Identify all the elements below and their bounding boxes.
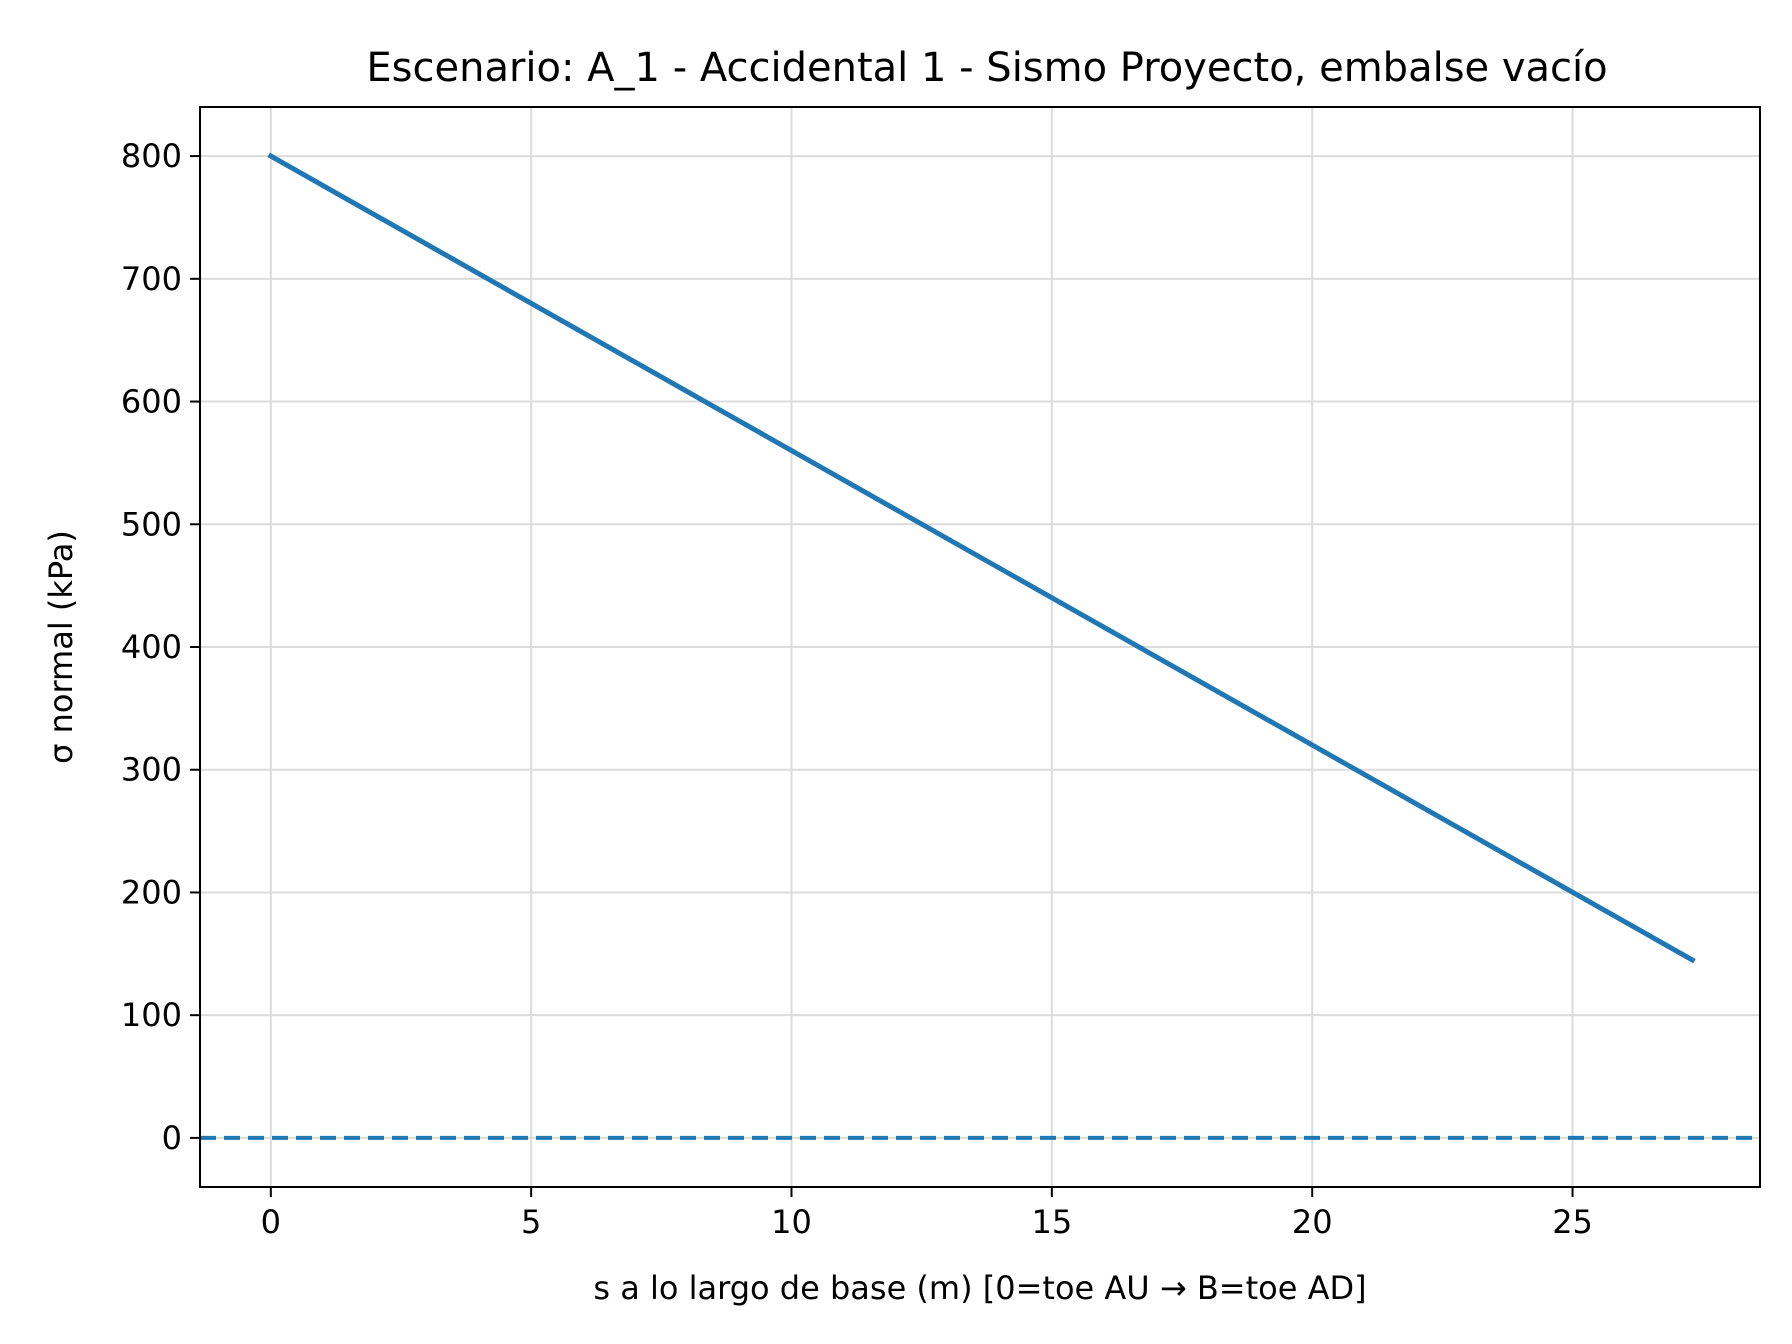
y-tick-label: 700 <box>121 260 182 298</box>
x-tick-label: 15 <box>1031 1203 1072 1241</box>
chart-title: Escenario: A_1 - Accidental 1 - Sismo Pr… <box>366 45 1607 91</box>
x-tick-label: 25 <box>1552 1203 1593 1241</box>
y-axis-label: σ normal (kPa) <box>42 530 80 764</box>
y-tick-label: 400 <box>121 628 182 666</box>
y-tick-label: 200 <box>121 873 182 911</box>
y-tick-label: 0 <box>162 1119 182 1157</box>
sigma-normal-line <box>267 152 1696 964</box>
x-axis-ticks: 0 5 10 15 20 25 <box>261 1187 1593 1241</box>
x-axis-label: s a lo largo de base (m) [0=toe AU → B=t… <box>593 1269 1366 1307</box>
x-tick-label: 0 <box>261 1203 281 1241</box>
x-tick-label: 5 <box>521 1203 541 1241</box>
y-tick-label: 300 <box>121 751 182 789</box>
y-tick-label: 600 <box>121 383 182 421</box>
y-tick-label: 500 <box>121 505 182 543</box>
x-tick-label: 10 <box>771 1203 812 1241</box>
grid <box>200 107 1760 1187</box>
x-tick-label: 20 <box>1292 1203 1333 1241</box>
series-group <box>267 152 1696 964</box>
y-tick-label: 800 <box>121 137 182 175</box>
y-tick-label: 100 <box>121 996 182 1034</box>
y-axis-ticks: 0 100 200 300 400 500 600 700 800 <box>121 137 200 1157</box>
